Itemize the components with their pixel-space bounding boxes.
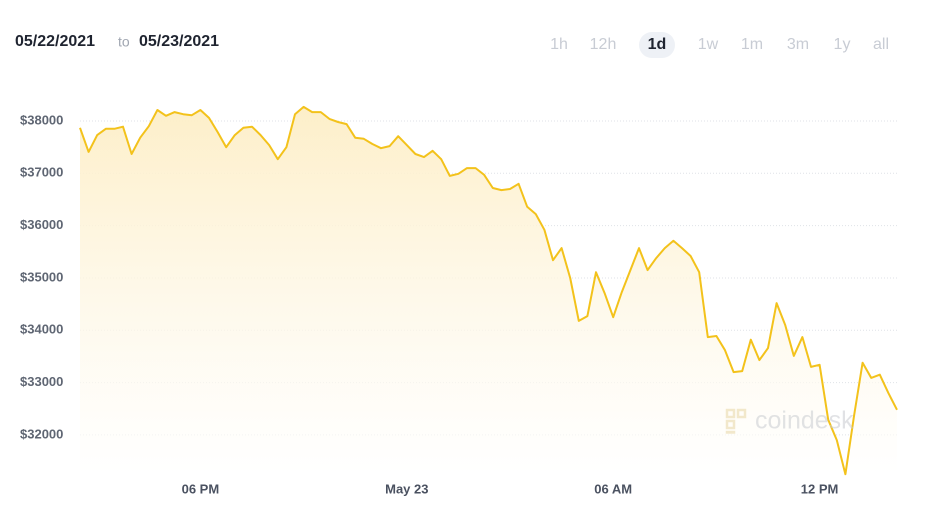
y-tick-label: $32000 <box>20 426 63 441</box>
to-word: to <box>118 34 130 50</box>
x-tick-label: May 23 <box>385 481 428 496</box>
y-tick-label: $36000 <box>20 217 63 232</box>
range-selected-bg <box>639 32 675 58</box>
range-button[interactable]: 1w <box>698 36 719 53</box>
range-button[interactable]: 3m <box>787 36 809 53</box>
to-date: 05/23/2021 <box>139 33 219 50</box>
range-button[interactable]: all <box>873 36 889 53</box>
from-date: 05/22/2021 <box>15 33 95 50</box>
area-fill <box>80 106 897 475</box>
watermark-icon <box>725 408 747 434</box>
plot <box>79 105 898 476</box>
watermark-text: coindesk <box>755 407 854 435</box>
range-selector: 1h 12h 1d 1w 1m 3m 1y all <box>550 32 889 58</box>
range-button[interactable]: 1m <box>741 36 763 53</box>
y-tick-label: $37000 <box>20 165 63 180</box>
y-tick-label: $33000 <box>20 374 63 389</box>
date-range: 05/22/2021 to 05/23/2021 <box>15 33 219 50</box>
x-tick-label: 06 PM <box>182 481 220 496</box>
watermark: coindesk <box>725 407 854 435</box>
range-button[interactable]: 12h <box>590 36 617 53</box>
range-button[interactable]: 1h <box>550 36 568 53</box>
y-tick-label: $38000 <box>20 112 63 127</box>
x-tick-label: 06 AM <box>594 481 632 496</box>
x-tick-label: 12 PM <box>801 481 839 496</box>
y-tick-label: $35000 <box>20 269 63 284</box>
range-button[interactable]: 1y <box>834 36 851 53</box>
x-axis: 06 PM May 23 06 AM 12 PM <box>182 481 839 496</box>
price-line <box>79 105 898 476</box>
range-button[interactable]: 1d <box>648 36 667 53</box>
y-tick-label: $34000 <box>20 322 63 337</box>
